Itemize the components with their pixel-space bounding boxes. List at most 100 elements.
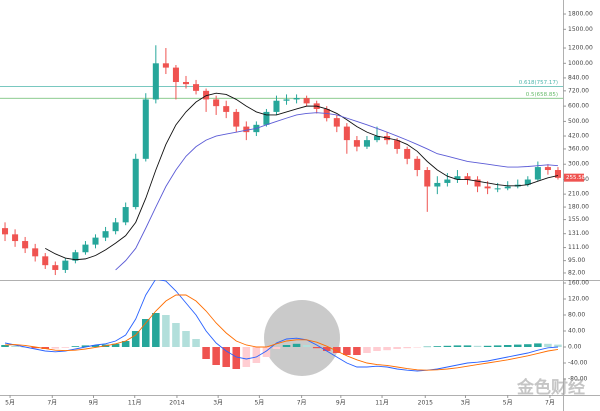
macd-histogram-bar <box>152 313 160 347</box>
candle-body <box>424 170 431 187</box>
y-tick-label: 0.00 <box>568 344 582 351</box>
macd-histogram-bar <box>493 345 502 347</box>
y-tick-label: 120.00 <box>568 296 589 303</box>
macd-histogram-bar <box>544 343 552 347</box>
macd-histogram-bar <box>413 347 421 348</box>
candle-body <box>2 228 9 235</box>
y-tick-label: 155.00 <box>568 216 589 223</box>
y-tick-label: 420.00 <box>568 133 589 140</box>
macd-histogram-bar <box>61 347 70 348</box>
y-tick-label: 111.00 <box>568 244 589 251</box>
candle-body <box>112 222 119 232</box>
candle-body <box>454 176 461 180</box>
candle-body <box>12 234 19 242</box>
macd-histogram-bar <box>473 345 482 347</box>
y-tick-label: 1800.00 <box>568 11 593 18</box>
macd-histogram-bar <box>282 345 291 347</box>
y-tick-label: 131.00 <box>568 230 589 237</box>
x-tick-label: 5月 <box>5 400 15 407</box>
last-price-box <box>564 173 584 182</box>
macd-histogram-bar <box>503 345 512 347</box>
candle-body <box>172 67 179 83</box>
candle-body <box>142 99 149 159</box>
candle-body <box>203 90 210 100</box>
x-tick-label: 7月 <box>47 400 57 407</box>
y-tick-label: 300.00 <box>568 161 589 168</box>
candle-body <box>233 111 240 127</box>
macd-histogram-bar <box>373 347 381 351</box>
macd-histogram-bar <box>322 347 331 351</box>
candle-body <box>132 158 139 208</box>
candle-body <box>82 244 89 253</box>
macd-histogram-bar <box>383 347 391 351</box>
candle-body <box>343 126 350 141</box>
macd-histogram-bar <box>453 345 462 347</box>
indicator-line <box>4 280 559 372</box>
candle-body <box>444 179 451 183</box>
macd-histogram-bar <box>212 347 220 365</box>
x-tick-label: 5月 <box>503 400 513 407</box>
candle-body <box>494 188 501 190</box>
x-tick-label: 7月 <box>545 400 555 407</box>
macd-histogram-bar <box>202 347 210 359</box>
candle-body <box>182 82 190 85</box>
candle-body <box>544 167 551 171</box>
macd-histogram-bar <box>252 347 261 363</box>
candle-body <box>363 140 370 147</box>
y-tick-label: -80.00 <box>568 376 588 383</box>
y-tick-label: 1200.00 <box>568 45 593 52</box>
macd-histogram-bar <box>192 339 200 347</box>
price-pane <box>0 45 563 276</box>
macd-histogram-bar <box>41 347 50 349</box>
x-tick-label: 7月 <box>297 400 307 407</box>
candle-body <box>303 98 310 104</box>
macd-histogram-bar <box>272 347 281 349</box>
macd-histogram-bar <box>232 347 241 369</box>
y-tick-label: 80.00 <box>568 312 585 319</box>
y-tick-label: 40.00 <box>568 328 585 335</box>
y-tick-label: 210.00 <box>568 191 589 198</box>
candle-body <box>152 63 159 100</box>
candle-body <box>434 182 441 187</box>
candle-body <box>283 99 290 101</box>
macd-histogram-bar <box>363 347 371 353</box>
y-tick-label: 360.00 <box>568 145 589 152</box>
macd-histogram-bar <box>312 347 321 349</box>
candle-body <box>32 248 39 257</box>
candle-body <box>243 126 250 133</box>
x-tick-label: 11月 <box>128 400 142 407</box>
x-tick-label: 5月 <box>254 400 264 407</box>
candle-body <box>293 98 300 100</box>
macd-histogram-bar <box>262 347 271 357</box>
macd-histogram-bar <box>242 347 251 367</box>
candle-body <box>484 186 491 189</box>
candle-body <box>333 118 340 127</box>
x-tick-label: 9月 <box>336 400 346 407</box>
candle-body <box>394 140 401 149</box>
fib-label: 0.5(658.85) <box>526 92 558 98</box>
candle-body <box>22 241 29 249</box>
candle-body <box>474 179 481 187</box>
y-tick-label: 95.00 <box>568 257 585 264</box>
macd-histogram-bar <box>51 347 60 349</box>
y-tick-label: 720.00 <box>568 87 589 94</box>
y-tick-label: -40.00 <box>568 360 588 367</box>
macd-histogram-bar <box>343 347 351 355</box>
candle-body <box>263 111 270 125</box>
macd-histogram-bar <box>292 343 301 347</box>
macd-histogram-bar <box>111 343 120 347</box>
macd-histogram-bar <box>463 345 472 347</box>
macd-histogram-bar <box>524 344 532 347</box>
last-price-label: 255.58 <box>566 175 586 181</box>
x-tick-label: 11月 <box>375 400 389 407</box>
candle-body <box>92 237 99 245</box>
x-tick-label: 2014 <box>169 400 184 407</box>
macd-histogram-bar <box>423 346 432 348</box>
x-tick-label: 3月 <box>213 400 223 407</box>
macd-histogram-bar <box>433 346 442 347</box>
y-tick-label: 160.00 <box>568 280 589 287</box>
candle-body <box>414 158 421 171</box>
y-tick-label: 500.00 <box>568 118 589 125</box>
macd-histogram-bar <box>172 323 180 347</box>
fib-label: 0.618(757.17) <box>519 80 558 86</box>
